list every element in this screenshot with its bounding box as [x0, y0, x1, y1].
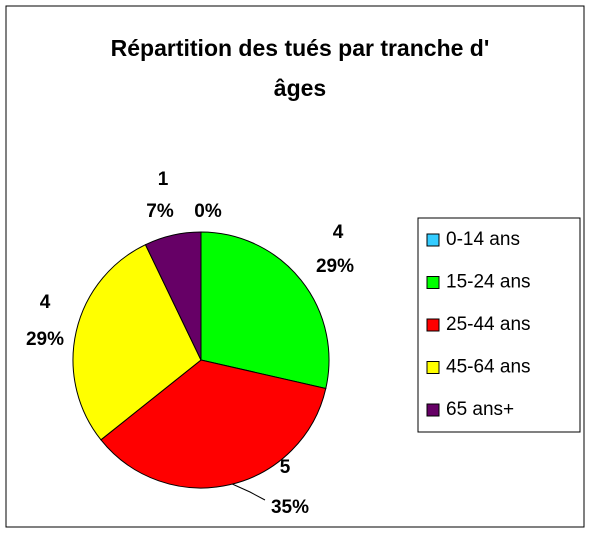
legend-swatch	[426, 403, 440, 417]
legend-label: 0-14 ans	[446, 229, 520, 250]
chart-frame	[5, 5, 585, 528]
legend-swatch	[426, 276, 440, 289]
legend-label: 65 ans+	[446, 399, 514, 420]
data-label: 4	[333, 222, 344, 243]
legend-label: 25-44 ans	[446, 314, 531, 335]
pie-slice	[144, 231, 202, 361]
chart-title: Répartition des tués par tranche d' âges	[110, 35, 490, 101]
legend-swatch	[426, 318, 440, 332]
pie-slice	[200, 231, 330, 390]
legend-swatch	[426, 361, 440, 374]
legend-label: 45-64 ans	[446, 357, 531, 378]
legend-box	[417, 217, 581, 433]
percent-label: 29%	[316, 256, 354, 277]
percent-label: 7%	[146, 201, 174, 222]
percent-label: 0%	[194, 201, 222, 222]
pie-slice	[100, 359, 327, 489]
percent-label: 29%	[26, 329, 64, 350]
data-label: 1	[158, 169, 169, 190]
data-label: 5	[280, 457, 291, 478]
data-label: 4	[40, 292, 51, 313]
leader-line	[229, 482, 266, 501]
legend-label: 15-24 ans	[446, 272, 531, 293]
legend-swatch	[426, 233, 440, 247]
percent-label: 35%	[271, 497, 309, 518]
pie-slice	[72, 244, 202, 441]
